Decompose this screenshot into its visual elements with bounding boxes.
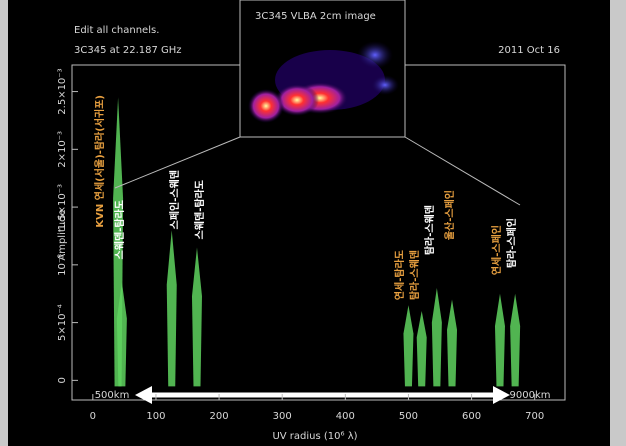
arrow-label: 500km xyxy=(95,390,130,401)
baseline-label: 탐라-스페인 xyxy=(505,218,518,268)
x-axis-title: UV radius (10⁶ λ) xyxy=(272,431,357,442)
baseline-label: 스웨덴-탐라도 xyxy=(113,200,126,259)
inset: 3C345 VLBA 2cm image xyxy=(240,0,405,137)
baseline-label: 연세-탐라도 xyxy=(393,250,406,300)
header-text: 2011 Oct 16 xyxy=(498,45,560,56)
x-tick-label: 200 xyxy=(210,411,229,422)
x-tick-label: 700 xyxy=(525,411,544,422)
chart: 3C345 VLBA 2cm image Edit all channels. … xyxy=(0,0,626,446)
page: {"chart_data": {"type": "scatter", "head… xyxy=(0,0,626,446)
y-tick-label: 0 xyxy=(57,377,68,383)
baseline-label: 탐라-스웨덴 xyxy=(408,250,421,300)
header-text: Edit all channels. xyxy=(74,25,159,36)
y-tick-label: 1.5×10⁻³ xyxy=(57,184,68,230)
arrow-label: 9000km xyxy=(510,390,551,401)
baseline-label: 연세-스페인 xyxy=(490,225,503,275)
inset-core xyxy=(248,89,284,123)
x-tick-label: 500 xyxy=(399,411,418,422)
x-tick-label: 0 xyxy=(90,411,96,422)
inset-blob xyxy=(357,41,393,69)
y-tick-label: 2.5×10⁻³ xyxy=(57,68,68,114)
baseline-label: 울산-스페인 xyxy=(443,190,456,240)
baseline-label: 탐라-스웨덴 xyxy=(423,205,436,255)
baseline-label: 스페인-스웨덴 xyxy=(168,170,181,229)
x-tick-label: 400 xyxy=(336,411,355,422)
inset-blob xyxy=(371,75,399,95)
y-tick-label: 2×10⁻³ xyxy=(57,131,68,168)
x-tick-label: 600 xyxy=(462,411,481,422)
header-text: 3C345 at 22.187 GHz xyxy=(74,45,182,56)
baseline-label: KVN 연세(서울)-탐라(서귀포) xyxy=(93,95,106,228)
inset-title: 3C345 VLBA 2cm image xyxy=(255,11,376,22)
baseline-label: 스웨덴-탐라도 xyxy=(193,180,206,239)
y-tick-label: 5×10⁻⁴ xyxy=(57,304,68,341)
y-tick-label: 10⁻³ xyxy=(57,254,68,276)
x-tick-label: 300 xyxy=(273,411,292,422)
x-tick-label: 100 xyxy=(146,411,165,422)
